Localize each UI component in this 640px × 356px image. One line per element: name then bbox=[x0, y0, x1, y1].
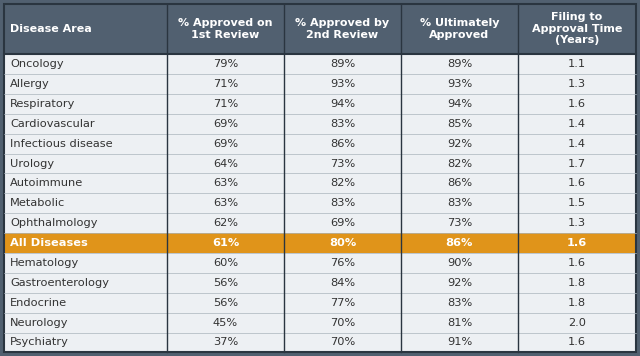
Text: 76%: 76% bbox=[330, 258, 355, 268]
Text: 60%: 60% bbox=[213, 258, 238, 268]
Text: 86%: 86% bbox=[330, 138, 355, 149]
Text: 91%: 91% bbox=[447, 337, 472, 347]
Text: Autoimmune: Autoimmune bbox=[10, 178, 83, 188]
Text: 83%: 83% bbox=[330, 119, 355, 129]
Text: 86%: 86% bbox=[447, 178, 472, 188]
Text: 1.6: 1.6 bbox=[568, 178, 586, 188]
Bar bbox=[4, 253, 636, 273]
Text: 73%: 73% bbox=[447, 218, 472, 228]
Text: Infectious disease: Infectious disease bbox=[10, 138, 113, 149]
Bar bbox=[4, 4, 636, 54]
Text: Ophthalmology: Ophthalmology bbox=[10, 218, 98, 228]
Text: Hematology: Hematology bbox=[10, 258, 79, 268]
Text: 45%: 45% bbox=[213, 318, 238, 328]
Text: 94%: 94% bbox=[330, 99, 355, 109]
Bar bbox=[4, 54, 636, 74]
Text: Metabolic: Metabolic bbox=[10, 198, 65, 208]
Text: 83%: 83% bbox=[330, 198, 355, 208]
Text: 1.4: 1.4 bbox=[568, 138, 586, 149]
Text: 71%: 71% bbox=[213, 99, 238, 109]
Bar bbox=[4, 293, 636, 313]
Text: % Approved on
1st Review: % Approved on 1st Review bbox=[178, 18, 273, 40]
Bar bbox=[4, 233, 636, 253]
Text: 70%: 70% bbox=[330, 337, 355, 347]
Text: 89%: 89% bbox=[330, 59, 355, 69]
Text: 83%: 83% bbox=[447, 198, 472, 208]
Text: Urology: Urology bbox=[10, 158, 54, 168]
Text: 79%: 79% bbox=[213, 59, 238, 69]
Text: Allergy: Allergy bbox=[10, 79, 50, 89]
Text: 70%: 70% bbox=[330, 318, 355, 328]
Bar bbox=[4, 74, 636, 94]
Text: 82%: 82% bbox=[330, 178, 355, 188]
Text: 1.3: 1.3 bbox=[568, 218, 586, 228]
Text: Disease Area: Disease Area bbox=[10, 24, 92, 34]
Text: 89%: 89% bbox=[447, 59, 472, 69]
Text: Oncology: Oncology bbox=[10, 59, 64, 69]
Bar bbox=[4, 213, 636, 233]
Text: 1.7: 1.7 bbox=[568, 158, 586, 168]
Bar bbox=[4, 94, 636, 114]
Bar bbox=[4, 193, 636, 213]
Text: 61%: 61% bbox=[212, 238, 239, 248]
Bar bbox=[4, 153, 636, 173]
Bar bbox=[4, 313, 636, 333]
Text: % Approved by
2nd Review: % Approved by 2nd Review bbox=[296, 18, 390, 40]
Text: 1.8: 1.8 bbox=[568, 298, 586, 308]
Text: 1.4: 1.4 bbox=[568, 119, 586, 129]
Text: 63%: 63% bbox=[213, 178, 238, 188]
Text: % Ultimately
Approved: % Ultimately Approved bbox=[420, 18, 499, 40]
Bar bbox=[4, 134, 636, 153]
Text: 56%: 56% bbox=[213, 298, 238, 308]
Text: 56%: 56% bbox=[213, 278, 238, 288]
Bar bbox=[4, 173, 636, 193]
Text: Neurology: Neurology bbox=[10, 318, 68, 328]
Text: Endocrine: Endocrine bbox=[10, 298, 67, 308]
Text: 94%: 94% bbox=[447, 99, 472, 109]
Bar bbox=[4, 273, 636, 293]
Text: 80%: 80% bbox=[329, 238, 356, 248]
Text: 82%: 82% bbox=[447, 158, 472, 168]
Text: Respiratory: Respiratory bbox=[10, 99, 76, 109]
Text: 86%: 86% bbox=[445, 238, 473, 248]
Text: 84%: 84% bbox=[330, 278, 355, 288]
Text: Filing to
Approval Time
(Years): Filing to Approval Time (Years) bbox=[532, 12, 622, 46]
Text: 85%: 85% bbox=[447, 119, 472, 129]
Text: 92%: 92% bbox=[447, 278, 472, 288]
Text: 69%: 69% bbox=[213, 119, 238, 129]
Text: Gastroenterology: Gastroenterology bbox=[10, 278, 109, 288]
Text: Cardiovascular: Cardiovascular bbox=[10, 119, 95, 129]
Text: 2.0: 2.0 bbox=[568, 318, 586, 328]
Text: Psychiatry: Psychiatry bbox=[10, 337, 69, 347]
Text: 73%: 73% bbox=[330, 158, 355, 168]
Text: 83%: 83% bbox=[447, 298, 472, 308]
Text: 71%: 71% bbox=[213, 79, 238, 89]
Text: 37%: 37% bbox=[213, 337, 238, 347]
Bar bbox=[4, 54, 636, 352]
Text: 69%: 69% bbox=[213, 138, 238, 149]
Text: 1.6: 1.6 bbox=[568, 337, 586, 347]
Text: 93%: 93% bbox=[447, 79, 472, 89]
Text: 63%: 63% bbox=[213, 198, 238, 208]
Text: 69%: 69% bbox=[330, 218, 355, 228]
Bar bbox=[4, 333, 636, 352]
Text: 1.8: 1.8 bbox=[568, 278, 586, 288]
Text: 1.5: 1.5 bbox=[568, 198, 586, 208]
Text: 92%: 92% bbox=[447, 138, 472, 149]
Text: 93%: 93% bbox=[330, 79, 355, 89]
Text: 1.6: 1.6 bbox=[568, 258, 586, 268]
Text: 1.6: 1.6 bbox=[567, 238, 587, 248]
Text: 81%: 81% bbox=[447, 318, 472, 328]
Text: 1.3: 1.3 bbox=[568, 79, 586, 89]
Bar bbox=[4, 114, 636, 134]
Text: 64%: 64% bbox=[213, 158, 238, 168]
Text: 77%: 77% bbox=[330, 298, 355, 308]
Text: 1.1: 1.1 bbox=[568, 59, 586, 69]
Text: 62%: 62% bbox=[213, 218, 238, 228]
Text: 1.6: 1.6 bbox=[568, 99, 586, 109]
Text: All Diseases: All Diseases bbox=[10, 238, 88, 248]
Text: 90%: 90% bbox=[447, 258, 472, 268]
